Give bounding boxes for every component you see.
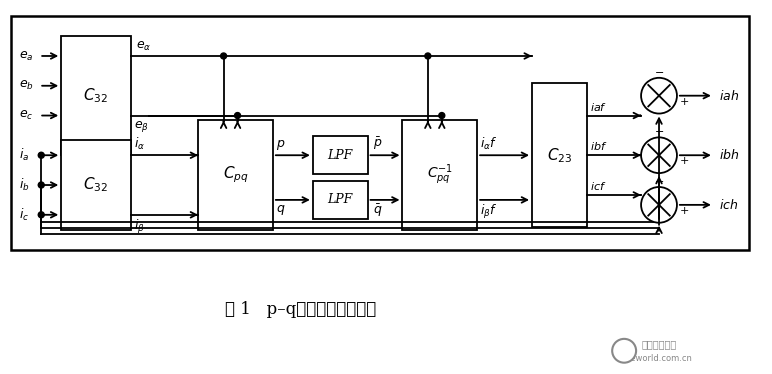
Text: $i_b$: $i_b$ bbox=[19, 177, 30, 193]
Circle shape bbox=[641, 187, 677, 223]
Text: $+$: $+$ bbox=[679, 205, 689, 216]
Circle shape bbox=[641, 78, 677, 114]
Text: $ibf$: $ibf$ bbox=[590, 140, 608, 152]
Text: $C_{32}$: $C_{32}$ bbox=[83, 176, 109, 194]
Text: 图 1   p–q运算法的原理框图: 图 1 p–q运算法的原理框图 bbox=[225, 301, 376, 318]
Text: $q$: $q$ bbox=[276, 203, 286, 217]
Circle shape bbox=[39, 212, 44, 218]
Bar bbox=[532, 83, 587, 227]
Text: $e_{\alpha}$: $e_{\alpha}$ bbox=[136, 40, 151, 53]
Bar bbox=[198, 120, 273, 230]
Circle shape bbox=[438, 113, 445, 119]
Text: $ibh$: $ibh$ bbox=[719, 148, 740, 162]
Circle shape bbox=[641, 137, 677, 173]
Text: $icf$: $icf$ bbox=[590, 180, 606, 192]
Circle shape bbox=[425, 53, 431, 59]
Bar bbox=[61, 140, 131, 230]
Text: $i_a$: $i_a$ bbox=[19, 147, 29, 163]
Text: $+$: $+$ bbox=[679, 95, 689, 107]
Text: $C_{23}$: $C_{23}$ bbox=[547, 146, 572, 165]
Bar bbox=[402, 120, 477, 230]
Text: $e_a$: $e_a$ bbox=[19, 49, 34, 62]
Text: $-$: $-$ bbox=[654, 175, 664, 185]
Text: $\bar{p}$: $\bar{p}$ bbox=[373, 136, 382, 152]
Text: $e_{\beta}$: $e_{\beta}$ bbox=[134, 119, 149, 134]
Text: $iaf$: $iaf$ bbox=[590, 101, 607, 113]
Text: $\bar{q}$: $\bar{q}$ bbox=[373, 203, 382, 220]
Circle shape bbox=[39, 152, 44, 158]
Circle shape bbox=[612, 339, 636, 363]
Bar bbox=[12, 16, 749, 249]
Text: $ich$: $ich$ bbox=[719, 198, 738, 212]
Text: $i_{\beta}f$: $i_{\beta}f$ bbox=[480, 203, 497, 221]
Text: $i_{\alpha}f$: $i_{\alpha}f$ bbox=[480, 136, 498, 152]
Text: $-$: $-$ bbox=[654, 125, 664, 135]
Circle shape bbox=[221, 53, 226, 59]
Bar bbox=[61, 36, 131, 155]
Text: 电子工程世界: 电子工程世界 bbox=[642, 339, 676, 349]
Text: $C_{pq}$: $C_{pq}$ bbox=[222, 165, 249, 186]
Text: $C_{32}$: $C_{32}$ bbox=[83, 86, 109, 105]
Text: $-$: $-$ bbox=[654, 66, 664, 76]
Bar bbox=[313, 181, 367, 219]
Circle shape bbox=[235, 113, 241, 119]
Text: $p$: $p$ bbox=[276, 138, 286, 152]
Text: $+$: $+$ bbox=[679, 155, 689, 166]
Text: $iah$: $iah$ bbox=[719, 89, 739, 103]
Text: $e_b$: $e_b$ bbox=[19, 79, 34, 92]
Text: $C_{pq}^{-1}$: $C_{pq}^{-1}$ bbox=[427, 163, 453, 187]
Text: $i_{\beta}$: $i_{\beta}$ bbox=[134, 218, 144, 236]
Text: eeworld.com.cn: eeworld.com.cn bbox=[625, 354, 692, 363]
Bar bbox=[313, 137, 367, 174]
Text: $i_c$: $i_c$ bbox=[19, 207, 29, 223]
Text: LPF: LPF bbox=[327, 193, 353, 206]
Circle shape bbox=[39, 182, 44, 188]
Text: LPF: LPF bbox=[327, 149, 353, 162]
Text: $i_{\alpha}$: $i_{\alpha}$ bbox=[134, 136, 145, 152]
Text: $e_c$: $e_c$ bbox=[19, 109, 34, 122]
